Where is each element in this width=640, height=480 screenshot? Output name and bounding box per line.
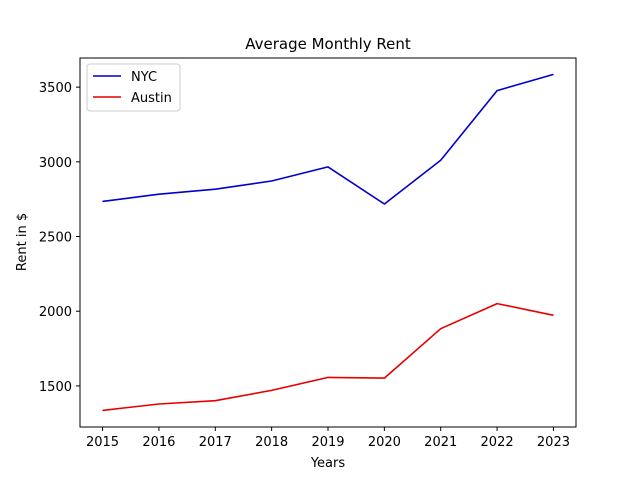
y-axis: 1500 2000 2500 3000 3500 xyxy=(39,81,80,395)
x-tick-label: 2019 xyxy=(311,435,344,450)
y-tick-label: 1500 xyxy=(39,380,72,395)
plot-frame xyxy=(79,57,577,428)
x-tick-label: 2015 xyxy=(86,435,119,450)
series-line-nyc xyxy=(102,73,554,205)
series-line-austin xyxy=(102,302,554,412)
series-group xyxy=(102,73,554,412)
y-axis-title: Rent in $ xyxy=(15,213,30,271)
x-tick-label: 2016 xyxy=(142,435,175,450)
x-tick-label: 2023 xyxy=(537,435,570,450)
plot-area xyxy=(79,57,577,428)
x-tick-label: 2020 xyxy=(368,435,401,450)
y-tick-label: 2500 xyxy=(39,231,72,246)
legend-label-austin: Austin xyxy=(131,91,172,106)
x-tick-label: 2022 xyxy=(481,435,514,450)
chart-title: Average Monthly Rent xyxy=(245,35,411,53)
x-axis: 2015 2016 2017 2018 2019 2020 2021 2022 2023 xyxy=(86,427,570,450)
x-tick-label: 2021 xyxy=(424,435,457,450)
y-tick-label: 3500 xyxy=(39,81,72,96)
x-axis-title: Years xyxy=(310,456,346,471)
legend: NYC Austin xyxy=(86,63,181,112)
y-tick-label: 2000 xyxy=(39,305,72,320)
y-tick-label: 3000 xyxy=(39,156,72,171)
legend-label-nyc: NYC xyxy=(131,70,157,85)
x-tick-label: 2018 xyxy=(255,435,288,450)
x-tick-label: 2017 xyxy=(199,435,232,450)
